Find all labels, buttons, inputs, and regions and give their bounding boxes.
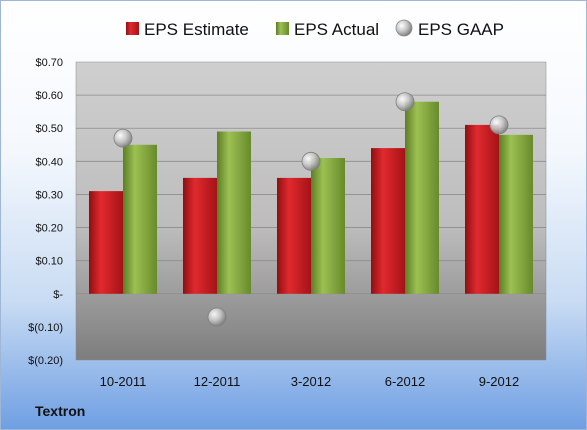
legend-label-eps-gaap: EPS GAAP bbox=[418, 20, 504, 39]
eps-actual-bar bbox=[217, 131, 251, 294]
legend-swatch-eps-estimate bbox=[126, 22, 139, 35]
eps-actual-bar bbox=[311, 158, 345, 294]
eps-estimate-bar bbox=[371, 148, 405, 294]
y-tick-label: $0.30 bbox=[35, 189, 63, 201]
eps-actual-bar bbox=[499, 134, 533, 294]
bars bbox=[89, 101, 533, 294]
legend-label-eps-estimate: EPS Estimate bbox=[144, 20, 249, 39]
eps-gaap-point bbox=[395, 92, 415, 112]
x-tick-label: 12-2011 bbox=[194, 374, 241, 389]
y-tick-label: $0.40 bbox=[35, 156, 63, 168]
x-tick-label: 3-2012 bbox=[291, 374, 331, 389]
eps-actual-bar bbox=[123, 144, 157, 294]
eps-gaap-point bbox=[489, 115, 509, 135]
x-tick-label: 10-2011 bbox=[100, 374, 147, 389]
x-axis-labels: 10-2011 12-2011 3-2012 6-2012 9-2012 bbox=[100, 374, 520, 389]
x-tick-label: 9-2012 bbox=[479, 374, 519, 389]
y-tick-label: $- bbox=[53, 289, 63, 301]
legend-marker-eps-gaap bbox=[395, 19, 413, 37]
gaap-points bbox=[113, 92, 509, 327]
eps-gaap-point bbox=[113, 128, 133, 148]
legend: EPS Estimate EPS Actual EPS GAAP bbox=[126, 19, 504, 39]
y-tick-label: $0.20 bbox=[35, 223, 63, 235]
legend-label-eps-actual: EPS Actual bbox=[294, 20, 379, 39]
y-tick-label: $(0.10) bbox=[28, 322, 63, 334]
eps-gaap-point bbox=[301, 151, 321, 171]
company-name: Textron bbox=[35, 403, 86, 419]
eps-actual-bar bbox=[405, 101, 439, 294]
y-tick-label: $0.50 bbox=[35, 123, 63, 135]
y-tick-label: $0.60 bbox=[35, 90, 63, 102]
eps-estimate-bar bbox=[89, 191, 123, 294]
legend-swatch-eps-actual bbox=[276, 22, 289, 35]
y-tick-label: $0.10 bbox=[35, 256, 63, 268]
eps-gaap-point bbox=[207, 307, 227, 327]
x-tick-label: 6-2012 bbox=[385, 374, 425, 389]
eps-estimate-bar bbox=[465, 124, 499, 294]
eps-estimate-bar bbox=[183, 177, 217, 294]
y-tick-label: $0.70 bbox=[35, 57, 63, 69]
eps-estimate-bar bbox=[277, 177, 311, 294]
y-axis-ticks: $0.70 $0.60 $0.50 $0.40 $0.30 $0.20 $0.10 $- $(0… bbox=[28, 57, 63, 367]
y-tick-label: $(0.20) bbox=[28, 355, 63, 367]
